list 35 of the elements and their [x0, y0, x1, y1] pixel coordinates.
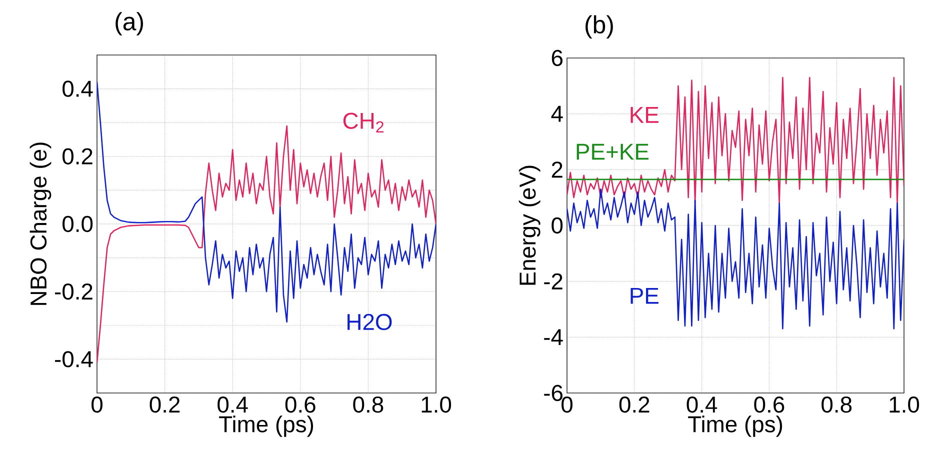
x-tick-label: 1.0 [422, 396, 452, 413]
chart-title: (a) [116, 12, 143, 36]
y-axis-title: Energy (eV) [518, 166, 540, 285]
x-axis-title: Time (ps) [219, 416, 314, 437]
line-series [567, 188, 904, 330]
x-tick-label: 0.8 [353, 396, 384, 413]
series-label: PE+KE [576, 144, 648, 160]
y-tick-label: -0.2 [55, 283, 92, 300]
series-label: KE [630, 107, 658, 123]
y-tick-label: 2 [552, 162, 562, 178]
y-axis-title: NBO Charge (e) [30, 142, 52, 305]
x-tick-label: 1.0 [890, 396, 920, 413]
y-tick-label: 0.0 [62, 216, 93, 232]
y-tick-label: -4 [544, 329, 563, 346]
x-axis-title: Time (ps) [688, 416, 782, 437]
y-tick-label: -0.4 [55, 351, 93, 368]
y-tick-label: 0.4 [62, 80, 93, 97]
x-tick-label: 0.8 [822, 396, 852, 413]
x-tick-label: 0.2 [150, 396, 180, 413]
y-tick-label: 4 [551, 106, 563, 122]
x-tick-label: 0.6 [285, 396, 316, 413]
series-label: CH$_{2}$ [343, 112, 384, 132]
x-tick-label: 0.2 [619, 396, 650, 413]
y-tick-label: 0.2 [62, 148, 92, 164]
series-label: PE [630, 288, 658, 304]
y-tick-label: -2 [544, 273, 562, 290]
y-tick-label: 0 [552, 217, 563, 234]
chart-title: (b) [586, 15, 613, 38]
x-tick-label: 0.6 [754, 396, 784, 413]
series-label: H2O [348, 314, 392, 330]
line-series [567, 76, 904, 204]
x-tick-label: 0.4 [686, 396, 718, 413]
x-tick-label: 0.4 [218, 396, 248, 413]
y-tick-label: 6 [552, 50, 562, 66]
y-tick-label: -6 [544, 384, 562, 402]
